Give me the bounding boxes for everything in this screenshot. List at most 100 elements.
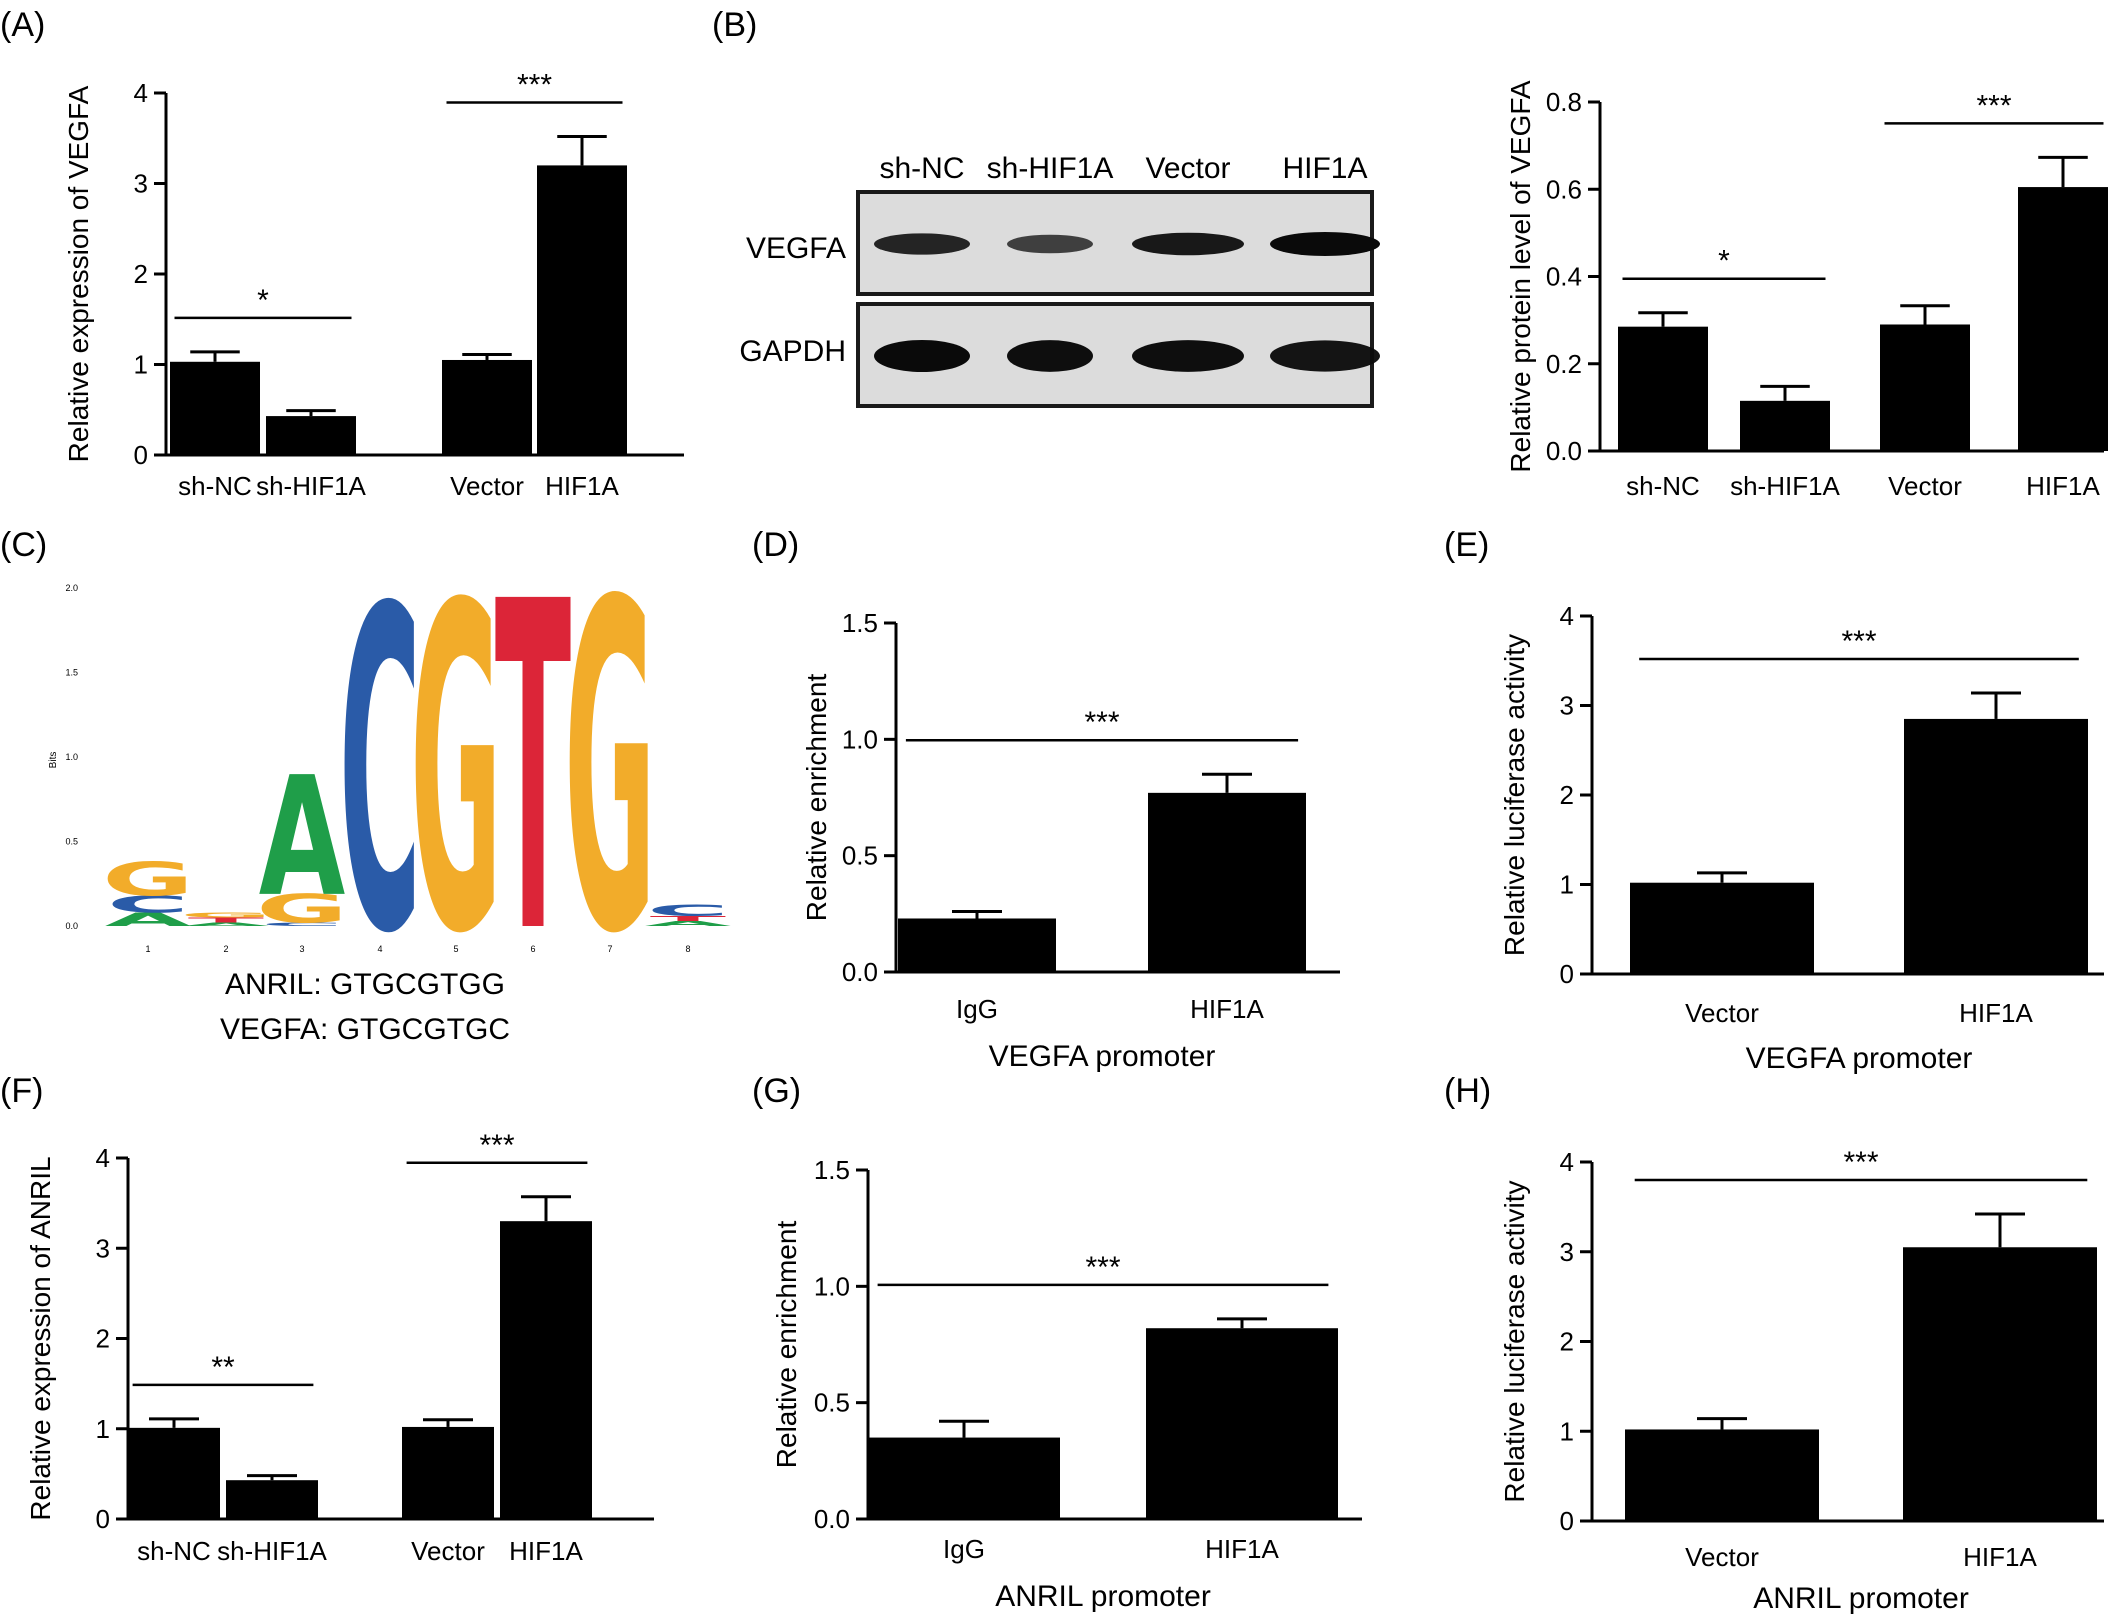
logo-position-label: 5 <box>453 944 458 954</box>
bar-hif1a <box>537 165 627 455</box>
bar-hif1a <box>1903 1247 2097 1521</box>
logo-letter-c: C <box>339 517 421 1031</box>
logo-letter-a: A <box>183 922 269 927</box>
y-tick-label: 2 <box>134 259 148 289</box>
x-tick-label: HIF1A <box>1190 994 1264 1024</box>
y-tick-label: 1 <box>1560 870 1574 900</box>
sequence-vegfa: VEGFA: GTGCGTGC <box>220 1013 510 1046</box>
x-tick-label: HIF1A <box>2026 471 2100 501</box>
x-tick-label: sh-NC <box>1626 471 1700 501</box>
logo-letter-g: G <box>102 853 194 907</box>
bar-sh-nc <box>128 1427 220 1519</box>
logo-y-axis-label: Bits <box>48 752 59 769</box>
band-vegfa-sh-hif1a <box>1007 234 1093 254</box>
x-tick-label: Vector <box>411 1536 485 1566</box>
western-blot: sh-NC sh-HIF1A Vector HIF1A VEGFA GAPDH <box>739 152 1380 408</box>
logo-letter-g: G <box>256 886 348 932</box>
bar-hif1a <box>1148 792 1306 972</box>
y-tick-label: 0.0 <box>1546 436 1582 466</box>
logo-letter-g: G <box>180 911 272 919</box>
logo-y-tick-label: 2.0 <box>65 583 78 593</box>
y-tick-label: 0 <box>134 440 148 470</box>
x-axis-title: VEGFA promoter <box>989 1040 1216 1073</box>
significance-label: *** <box>1841 625 1876 658</box>
x-tick-label: sh-HIF1A <box>1730 471 1840 501</box>
y-tick-label: 0.0 <box>814 1504 850 1534</box>
band-gapdh-sh-nc <box>874 340 970 372</box>
logo-letter-g: G <box>410 512 502 1032</box>
logo-position-label: 8 <box>685 944 690 954</box>
panel-label-h: (H) <box>1444 1072 1491 1110</box>
y-tick-label: 0.5 <box>842 841 878 871</box>
significance-label: *** <box>517 68 552 101</box>
y-tick-label: 0.8 <box>1546 87 1582 117</box>
y-tick-label: 0.0 <box>842 957 878 987</box>
significance-label: *** <box>479 1129 514 1162</box>
y-tick-label: 1 <box>134 350 148 380</box>
significance-label: *** <box>1084 706 1119 739</box>
bar-sh-hif1a <box>226 1480 318 1519</box>
y-tick-label: 1.0 <box>814 1271 850 1301</box>
panel-label-f: (F) <box>0 1072 43 1110</box>
y-axis-label: Relative expression of VEGFA <box>63 85 94 462</box>
logo-letter-a: A <box>645 920 731 928</box>
bar-sh-hif1a <box>1740 400 1830 451</box>
chart-b: 0.0 0.2 0.4 0.6 0.8 Relative protein level of… <box>1505 80 2108 501</box>
panel-label-b: (B) <box>712 6 757 44</box>
y-tick-label: 4 <box>134 78 148 108</box>
bar-sh-hif1a <box>266 416 356 455</box>
band-gapdh-vector <box>1132 340 1244 372</box>
y-tick-label: 4 <box>1560 601 1574 631</box>
panel-label-c: (C) <box>0 526 47 564</box>
y-tick-label: 1.5 <box>814 1155 850 1185</box>
y-axis-label: Relative protein level of VEGFA <box>1505 80 1536 473</box>
chart-d: 0.0 0.5 1.0 1.5 Relative enrichment IgG HIF1A V… <box>801 608 1340 1073</box>
significance-label: *** <box>1976 89 2011 122</box>
logo-letter-a: A <box>105 909 192 931</box>
y-tick-label: 0.5 <box>814 1388 850 1418</box>
band-gapdh-sh-hif1a <box>1007 340 1093 372</box>
chart-e: 0 1 2 3 4 Relative luciferase activity Vector H… <box>1499 601 2104 1075</box>
significance-label: ** <box>211 1351 235 1384</box>
panel-label-d: (D) <box>752 526 799 564</box>
bar-vector <box>1625 1429 1819 1521</box>
y-tick-label: 0.4 <box>1546 262 1582 292</box>
y-axis-label: Relative enrichment <box>771 1221 802 1469</box>
y-tick-label: 0.6 <box>1546 174 1582 204</box>
logo-position-label: 2 <box>223 944 228 954</box>
x-tick-label: HIF1A <box>1963 1542 2037 1572</box>
y-tick-label: 3 <box>134 169 148 199</box>
x-tick-label: sh-HIF1A <box>217 1536 327 1566</box>
bar-sh-nc <box>1618 326 1708 451</box>
y-tick-label: 3 <box>96 1233 110 1263</box>
y-tick-label: 0 <box>1560 959 1574 989</box>
blot-lane-label-hif1a: HIF1A <box>1282 152 1367 185</box>
y-tick-label: 3 <box>1560 1237 1574 1267</box>
bar-hif1a <box>500 1221 592 1519</box>
x-tick-label: HIF1A <box>509 1536 583 1566</box>
bar-vector <box>1630 882 1814 974</box>
x-tick-label: IgG <box>943 1534 985 1564</box>
blot-lane-label-sh-nc: sh-NC <box>879 152 964 185</box>
y-tick-label: 4 <box>96 1143 110 1173</box>
blot-bands <box>874 232 1380 372</box>
x-tick-label: Vector <box>450 471 524 501</box>
logo-letter-t: T <box>495 507 572 1033</box>
y-tick-label: 0.2 <box>1546 349 1582 379</box>
logo-position-label: 3 <box>299 944 304 954</box>
logo-ticks: 0.0 0.5 1.0 1.5 2.0 1 2 3 4 5 6 7 8 <box>65 583 690 954</box>
y-tick-label: 3 <box>1560 691 1574 721</box>
blot-lane-label-sh-hif1a: sh-HIF1A <box>987 152 1114 185</box>
significance-label: *** <box>1085 1251 1120 1284</box>
y-axis-label: Relative enrichment <box>801 674 832 922</box>
panel-label-a: (A) <box>0 6 45 44</box>
x-axis-title: ANRIL promoter <box>995 1580 1211 1613</box>
x-tick-label: IgG <box>956 994 998 1024</box>
logo-position-label: 7 <box>607 944 612 954</box>
y-tick-label: 2 <box>1560 1327 1574 1357</box>
logo-letter-c: C <box>107 891 189 918</box>
x-tick-label: sh-NC <box>137 1536 211 1566</box>
x-tick-label: Vector <box>1685 998 1759 1028</box>
